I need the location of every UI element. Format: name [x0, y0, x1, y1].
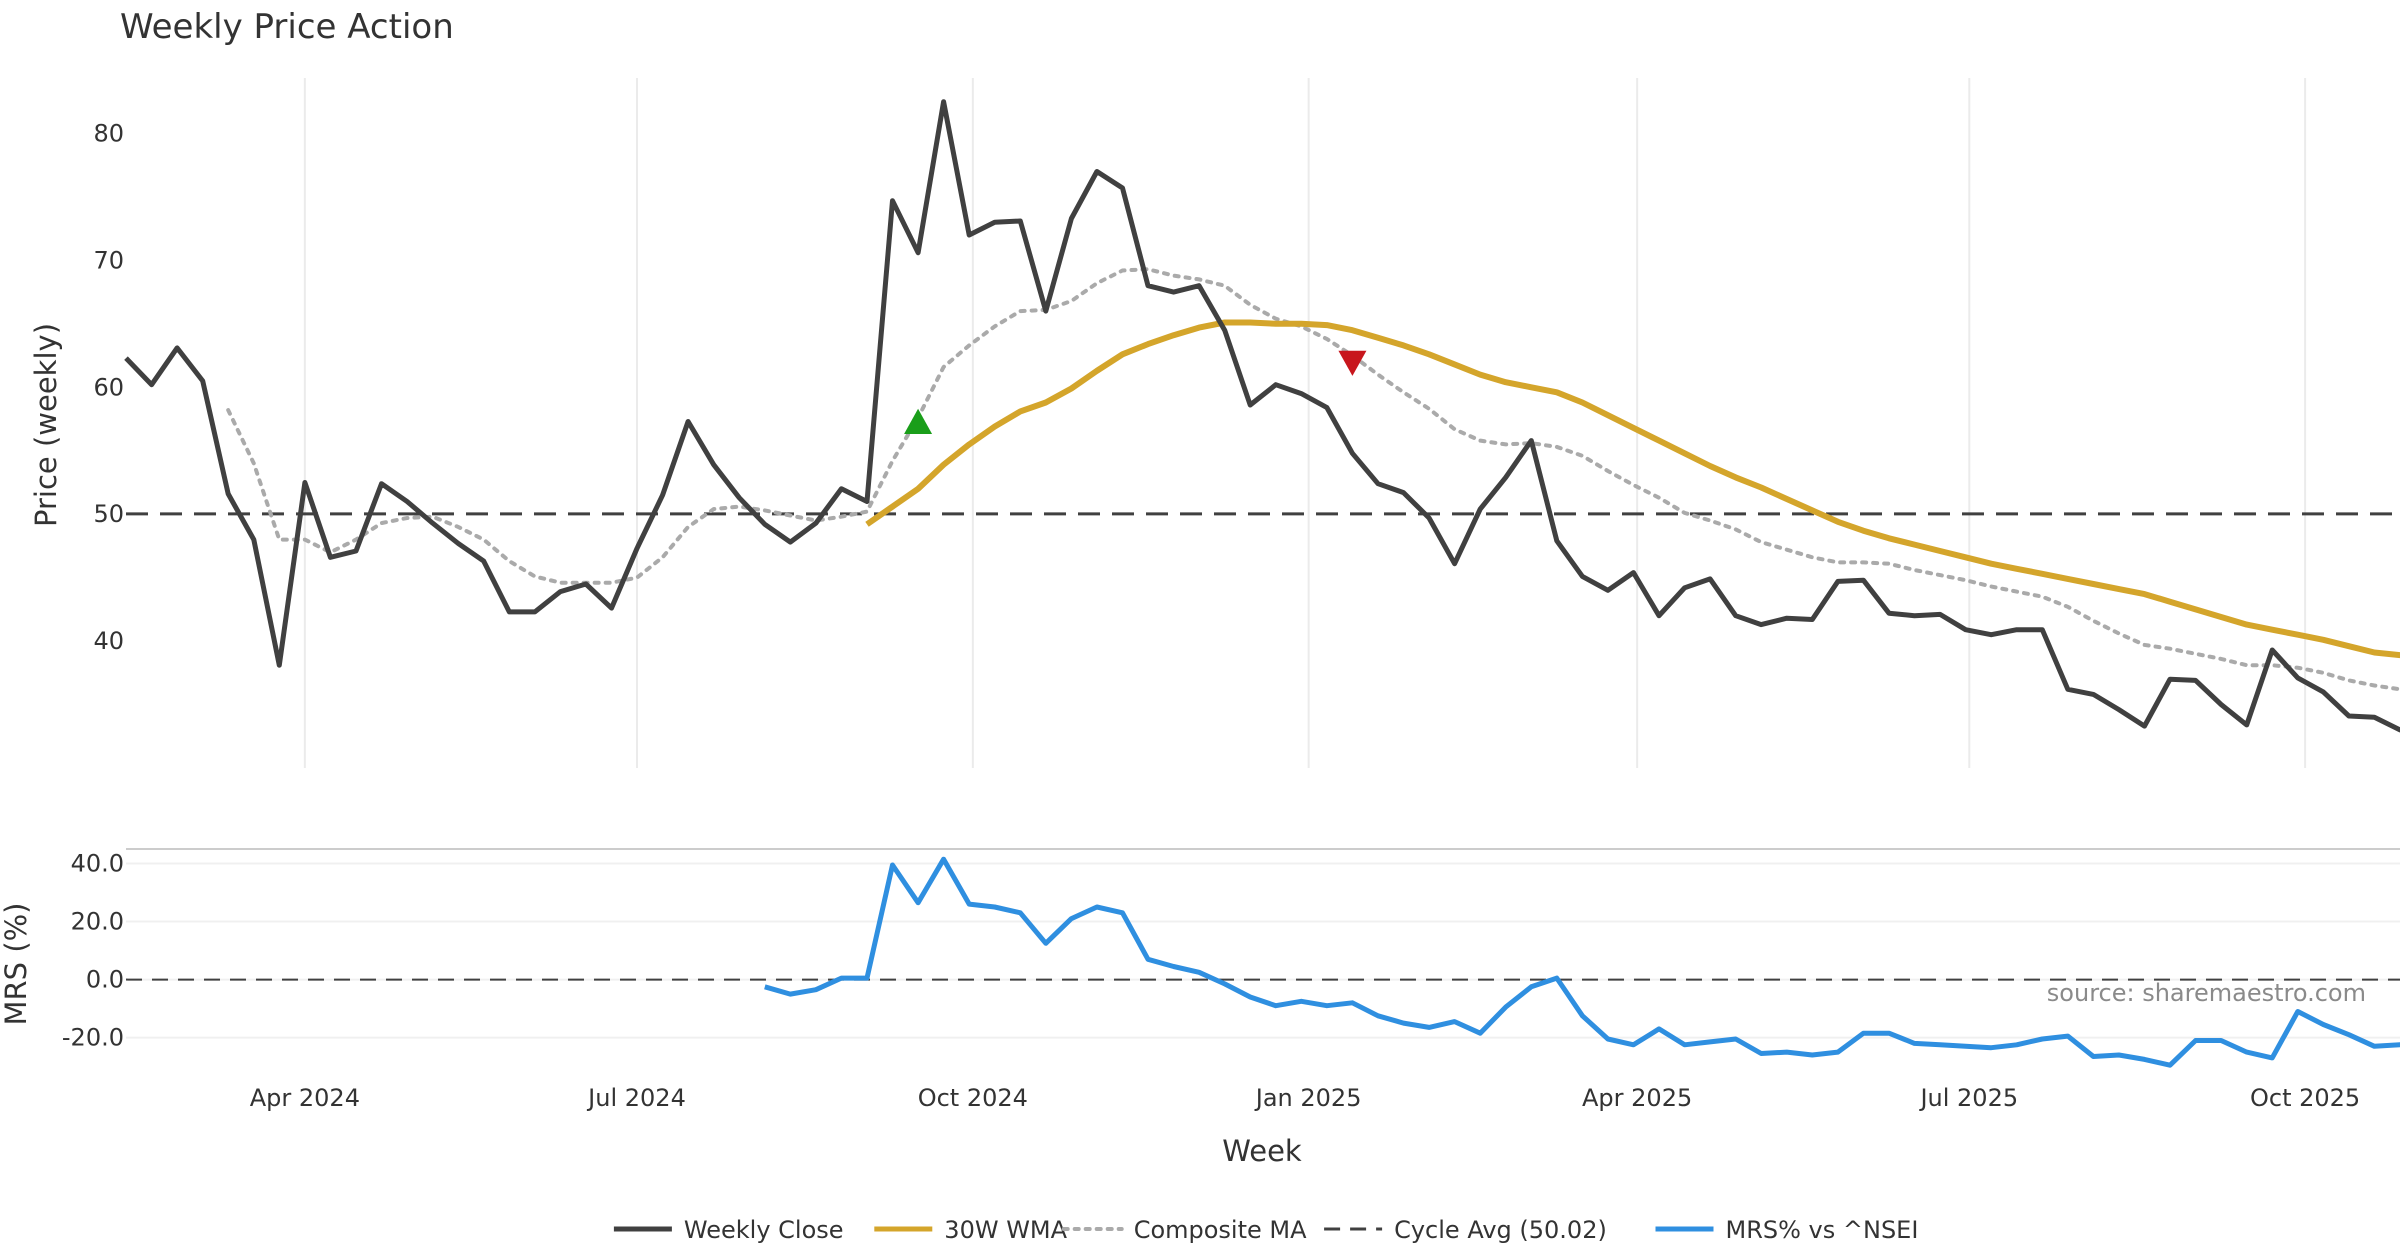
legend-item: Weekly Close: [613, 1216, 844, 1244]
buy-signal-marker: [904, 408, 933, 435]
mrs-gridlines: [126, 862, 2400, 1039]
x-tick-label: Apr 2025: [1582, 1084, 1692, 1112]
legend-item: 30W WMA: [874, 1216, 1068, 1244]
mrs-y-tick-label: 0.0: [86, 966, 124, 994]
legend-label: MRS% vs ^NSEI: [1726, 1216, 1919, 1244]
legend-label: Cycle Avg (50.02): [1394, 1216, 1607, 1244]
price-y-tick-label: 50: [93, 500, 124, 528]
x-tick-label: Jul 2024: [586, 1084, 686, 1112]
wma-30w-line: [865, 319, 2400, 659]
legend-item: Composite MA: [1061, 1216, 1307, 1244]
legend-label: Composite MA: [1134, 1216, 1307, 1244]
sell-signal-marker: [1338, 350, 1367, 376]
price-y-tick-label: 70: [93, 246, 124, 274]
x-tick-label: Jan 2025: [1254, 1084, 1362, 1112]
legend: Weekly Close 30W WMA Composite MA Cycle Avg…: [613, 1216, 1919, 1244]
source-note: source: sharemaestro.com: [2047, 979, 2366, 1007]
x-tick-label: Jul 2025: [1918, 1084, 2018, 1112]
mrs-y-axis-label: MRS (%): [0, 903, 33, 1026]
weekly-close-line: [124, 99, 2400, 733]
x-axis-label: Week: [1222, 1134, 1302, 1168]
price-y-tick-label: 60: [93, 373, 124, 401]
price-y-axis-ticks: 40 50 60 70 80: [93, 119, 124, 655]
composite-ma-line: [226, 267, 2400, 692]
mrs-line: [764, 856, 2400, 1068]
mrs-y-tick-label: 40.0: [71, 850, 124, 878]
chart-title: Weekly Price Action: [120, 7, 454, 47]
legend-item: MRS% vs ^NSEI: [1655, 1216, 1919, 1244]
legend-item: Cycle Avg (50.02): [1324, 1216, 1607, 1244]
price-gridlines: [303, 78, 2307, 768]
mrs-y-tick-label: -20.0: [62, 1024, 124, 1052]
legend-label: Weekly Close: [684, 1216, 844, 1244]
legend-label: 30W WMA: [944, 1216, 1067, 1244]
mrs-y-tick-label: 20.0: [71, 908, 124, 936]
x-axis-ticks: Apr 2024 Jul 2024 Oct 2024 Jan 2025 Apr 2025…: [250, 1084, 2360, 1112]
x-tick-label: Oct 2025: [2250, 1084, 2360, 1112]
price-y-tick-label: 40: [93, 627, 124, 655]
x-tick-label: Oct 2024: [918, 1084, 1028, 1112]
mrs-y-axis-ticks: -20.0 0.0 20.0 40.0: [62, 850, 124, 1052]
price-y-tick-label: 80: [93, 119, 124, 147]
price-y-axis-label: Price (weekly): [29, 323, 63, 527]
x-tick-label: Apr 2024: [250, 1084, 360, 1112]
